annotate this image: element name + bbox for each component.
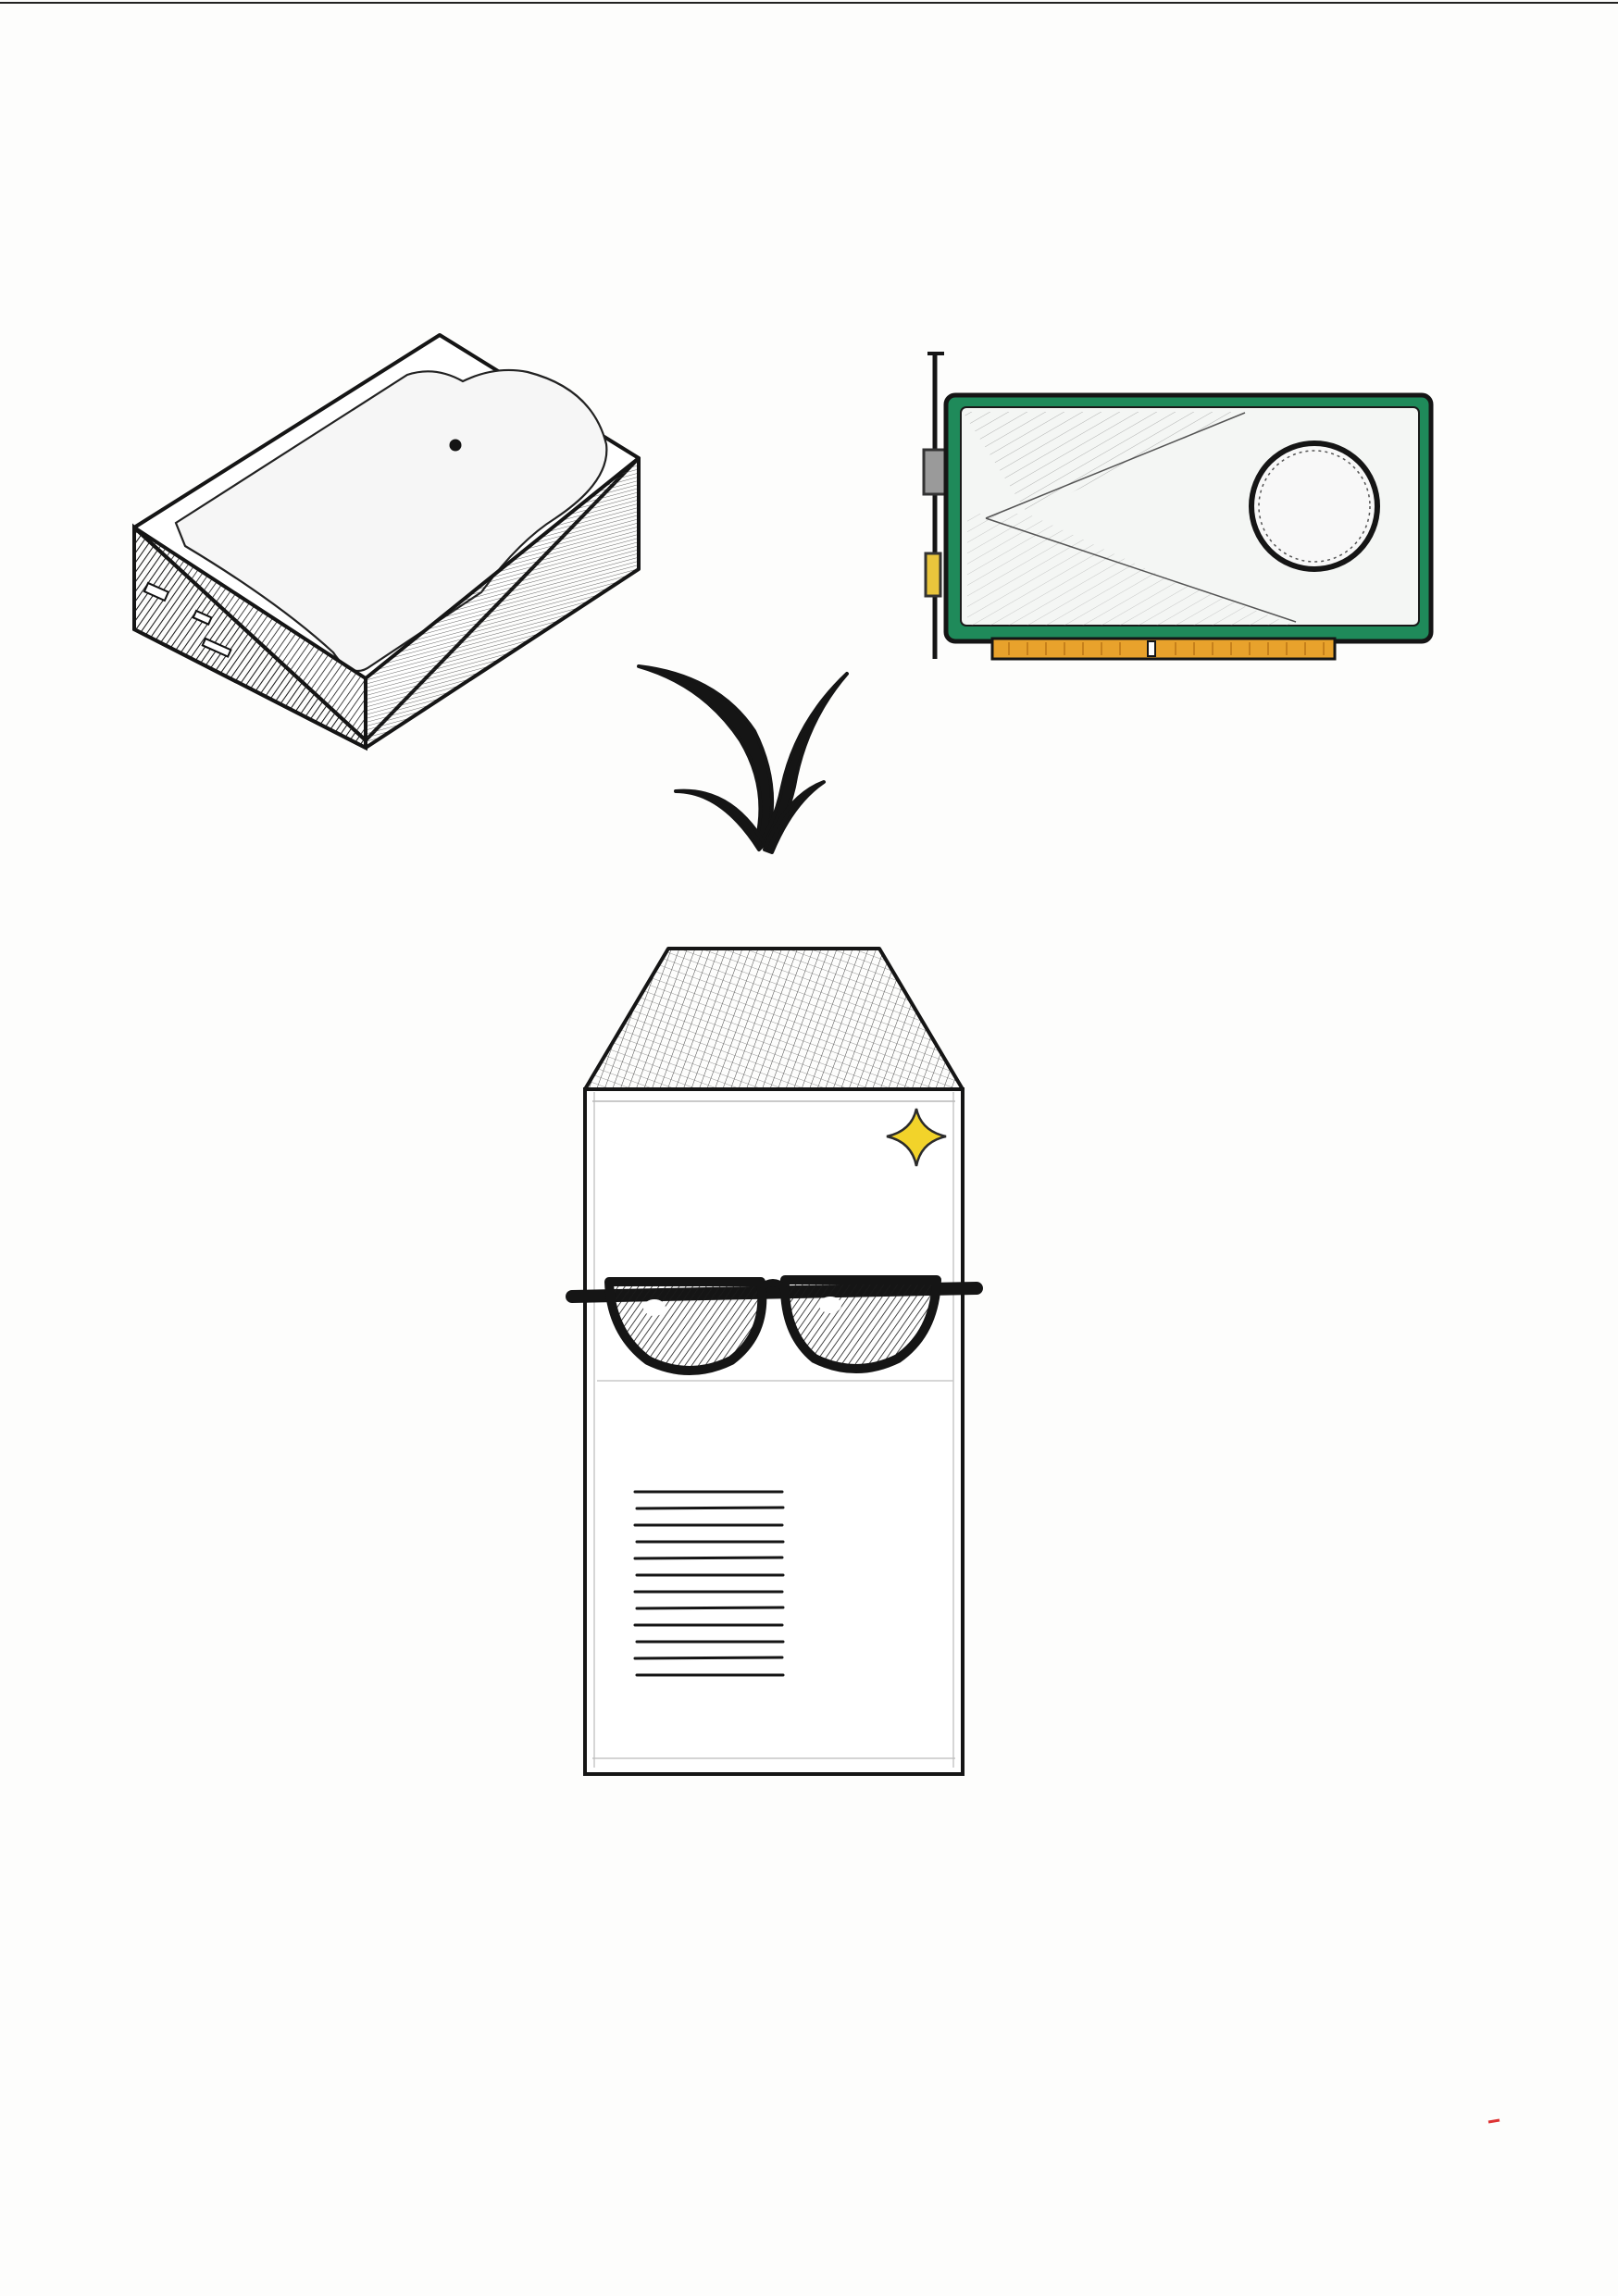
sparkle-icon (886, 1108, 947, 1167)
stray-mark (1487, 2118, 1500, 2124)
vent-grill-icon (633, 1490, 785, 1677)
graphics-card-icon (922, 352, 1434, 661)
hard-drive-icon (132, 333, 641, 751)
sunglasses-icon (566, 1275, 983, 1375)
pc-tower-icon (566, 947, 983, 1776)
merge-arrow-icon (637, 664, 849, 854)
